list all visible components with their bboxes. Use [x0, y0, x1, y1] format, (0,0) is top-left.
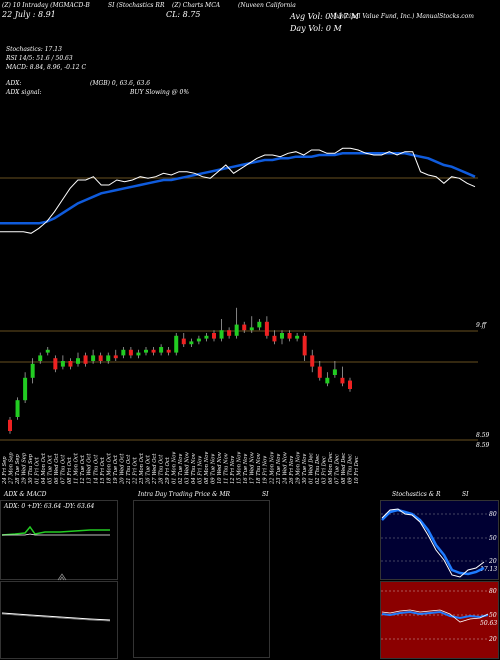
adx-label: ADX:: [6, 80, 22, 87]
price-line: [0, 147, 476, 234]
candle-body: [23, 377, 28, 401]
price-level-lower1: 8.59: [476, 432, 490, 439]
stoch-axis-20: 20: [489, 558, 497, 565]
rsi-value: 50.63: [480, 620, 498, 627]
adx-signal-label: ADX signal:: [6, 89, 42, 96]
candle-body: [196, 338, 201, 342]
main-chart: [0, 147, 478, 441]
candle-body: [151, 349, 156, 353]
stoch-axis-50: 50: [489, 535, 497, 542]
candle-body: [166, 349, 171, 353]
candle-body: [121, 349, 126, 356]
candle-body: [325, 377, 330, 384]
candle-body: [287, 333, 292, 339]
candle-body: [272, 335, 277, 342]
candle-body: [159, 347, 164, 353]
candle-body: [295, 335, 300, 339]
candle-body: [38, 355, 43, 361]
macd-panel: [0, 581, 118, 659]
candle-body: [106, 355, 111, 361]
candle-body: [98, 355, 103, 361]
header-left1: (Z) 10 Intraday (MGMACD-B: [2, 2, 90, 9]
candle-body: [242, 324, 247, 331]
header-day-vol: Day Vol: 0 M: [290, 24, 342, 33]
candle-body: [8, 419, 12, 431]
candle-body: [302, 335, 307, 356]
date-label: 26 Fri Nov: [289, 456, 295, 485]
candle-body: [340, 377, 345, 384]
intraday-panel: [133, 500, 270, 658]
candle-body: [264, 321, 269, 336]
header-right2: Municipal Value Fund, Inc.) ManualStocks…: [330, 13, 474, 20]
adx-panel-title: ADX & MACD: [4, 491, 47, 498]
adx-panel: [0, 500, 118, 580]
rsi-axis-50: 50: [489, 612, 497, 619]
price-level-upper: 9.ff: [476, 322, 486, 329]
date-label: 10 Fri Dec: [354, 456, 360, 484]
candle-body: [227, 330, 232, 336]
candle-body: [212, 333, 216, 339]
candle-body: [257, 321, 262, 328]
intraday-si: SI: [262, 491, 269, 498]
candle-body: [83, 355, 88, 364]
candle-body: [91, 355, 96, 361]
date-label: 29 Fri Oct: [165, 456, 171, 485]
candle-body: [144, 349, 148, 353]
candle-body: [234, 324, 239, 336]
rsi-axis-20: 20: [489, 636, 497, 643]
candle-body: [189, 341, 194, 345]
header-avg-vol: Avg Vol: 0.117 M: [290, 12, 359, 21]
stoch-readout: Stochastics: 17.13: [6, 46, 62, 53]
candle-body: [68, 361, 73, 367]
buy-signal: BUY Slowing @ 0%: [130, 89, 190, 96]
date-label: 03 Fri Dec: [321, 456, 327, 484]
date-label: 22 Fri Oct: [132, 456, 138, 485]
candle-body: [53, 358, 58, 370]
sma-line: [0, 152, 476, 225]
candle-body: [174, 335, 179, 353]
rsi-axis-80: 80: [489, 588, 497, 595]
candle-body: [348, 380, 352, 389]
candle-body: [45, 349, 50, 353]
header-left2: SI (Stochastics RR: [108, 2, 165, 9]
macd-readout: MACD: 8.84, 8.96, -0.12 C: [6, 64, 87, 71]
candle-body: [332, 369, 337, 375]
candle-body: [60, 361, 65, 367]
candle-body: [113, 355, 118, 359]
candle-body: [249, 327, 254, 331]
stoch-value: 17.13: [480, 566, 498, 573]
adx-values: (MGB) 0, 63.6, 63.6: [90, 80, 151, 87]
candle-body: [136, 352, 141, 356]
stoch-panel-title: Stochastics & R: [392, 491, 441, 498]
stoch-si: SI: [462, 491, 469, 498]
stoch-axis-80: 80: [489, 511, 497, 518]
candle-body: [181, 338, 186, 345]
header-close: CL: 8.75: [166, 10, 201, 19]
candle-body: [30, 363, 35, 378]
header-date: 22 July : 8.91: [2, 10, 56, 19]
candle-body: [317, 366, 322, 378]
candle-body: [219, 330, 224, 339]
candle-body: [76, 358, 80, 364]
header-center: (Z) Charts MCA: [172, 2, 221, 9]
date-label: 15 Fri Oct: [100, 456, 106, 484]
candle-body: [280, 333, 284, 339]
header-right1: (Nuveen California: [238, 2, 296, 9]
rsi-readout: RSI 14/5: 51.6 / 50.63: [6, 55, 73, 62]
date-label: 24 Fri Sep: [2, 456, 8, 485]
candle-body: [310, 355, 315, 367]
candle-body: [204, 335, 209, 339]
date-label: 08 Fri Oct: [67, 456, 73, 484]
date-label: 01 Fri Oct: [35, 456, 41, 484]
intraday-panel-title: Intra Day Trading Price & MR: [138, 491, 231, 498]
adx-panel-line: ADX: 0 +DY: 63.64 -DY: 63.64: [4, 503, 95, 510]
candle-body: [128, 349, 133, 356]
candle-body: [15, 400, 20, 417]
price-level-lower2: 8.59: [476, 442, 490, 449]
